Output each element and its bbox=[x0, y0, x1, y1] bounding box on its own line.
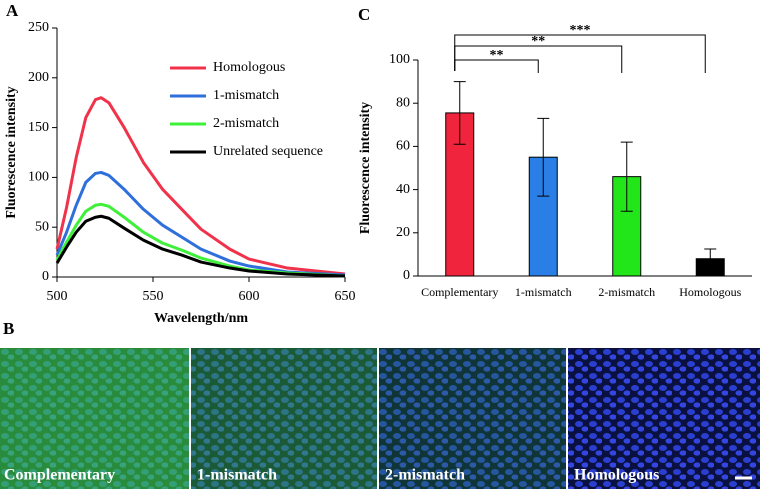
caption: 1-mismatch bbox=[197, 467, 277, 484]
micrographs: Complementary 1-mismatch 2-mismatch Homo… bbox=[0, 348, 760, 489]
legend-label: Unrelated sequence bbox=[213, 144, 323, 159]
panel-label: B bbox=[3, 319, 14, 338]
significance-bracket bbox=[454, 34, 706, 73]
x-tick-label: 650 bbox=[335, 289, 356, 304]
green-overlay bbox=[379, 348, 566, 489]
line-series bbox=[55, 96, 346, 276]
panel-label: C bbox=[358, 5, 370, 24]
y-tick-label: 200 bbox=[28, 70, 49, 85]
y-tick-label: 0 bbox=[403, 268, 410, 283]
y-tick-label: 20 bbox=[396, 225, 410, 240]
micrograph bbox=[568, 348, 760, 489]
y-tick-label: 80 bbox=[396, 95, 410, 110]
legend-label: Homologous bbox=[213, 60, 285, 75]
bar bbox=[445, 112, 475, 277]
x-tick-label: 2-mismatch bbox=[598, 285, 655, 299]
y-axis-label: Fluorescence intensity bbox=[358, 102, 373, 234]
y-axis-label: Fluorescence intensity bbox=[4, 86, 19, 218]
significance-label: *** bbox=[570, 23, 591, 38]
y-tick-label: 50 bbox=[35, 219, 49, 234]
significance-label: ** bbox=[531, 34, 545, 49]
y-tick-label: 150 bbox=[28, 120, 49, 135]
y-tick-label: 250 bbox=[28, 20, 49, 35]
caption: Complementary bbox=[4, 467, 115, 484]
green-overlay bbox=[0, 348, 189, 489]
x-tick-label: 600 bbox=[239, 289, 260, 304]
error-bar bbox=[453, 81, 466, 145]
caption: 2-mismatch bbox=[385, 467, 465, 484]
micrograph bbox=[191, 348, 377, 489]
green-overlay bbox=[191, 348, 377, 489]
line-series bbox=[55, 170, 346, 277]
y-tick-label: 0 bbox=[42, 269, 49, 284]
significance-label: ** bbox=[490, 48, 504, 63]
y-tick-label: 40 bbox=[396, 182, 410, 197]
y-tick-label: 100 bbox=[28, 170, 49, 185]
y-tick-label: 100 bbox=[389, 52, 410, 67]
error-bar bbox=[704, 248, 717, 269]
legend-label: 2-mismatch bbox=[213, 116, 279, 131]
line-series bbox=[55, 214, 346, 278]
panel-label: A bbox=[6, 1, 19, 20]
x-axis-label: Wavelength/nm bbox=[154, 311, 248, 326]
x-tick-label: Complementary bbox=[421, 285, 498, 299]
x-tick-label: 500 bbox=[47, 289, 68, 304]
x-tick-label: Homologous bbox=[679, 285, 741, 299]
caption: Homologous bbox=[574, 467, 659, 484]
error-bar bbox=[537, 117, 550, 197]
error-bar bbox=[620, 141, 633, 212]
legend-label: 1-mismatch bbox=[213, 88, 279, 103]
x-tick-label: 550 bbox=[143, 289, 164, 304]
micrograph bbox=[379, 348, 566, 489]
y-tick-label: 60 bbox=[396, 139, 410, 154]
x-tick-label: 1-mismatch bbox=[515, 285, 572, 299]
